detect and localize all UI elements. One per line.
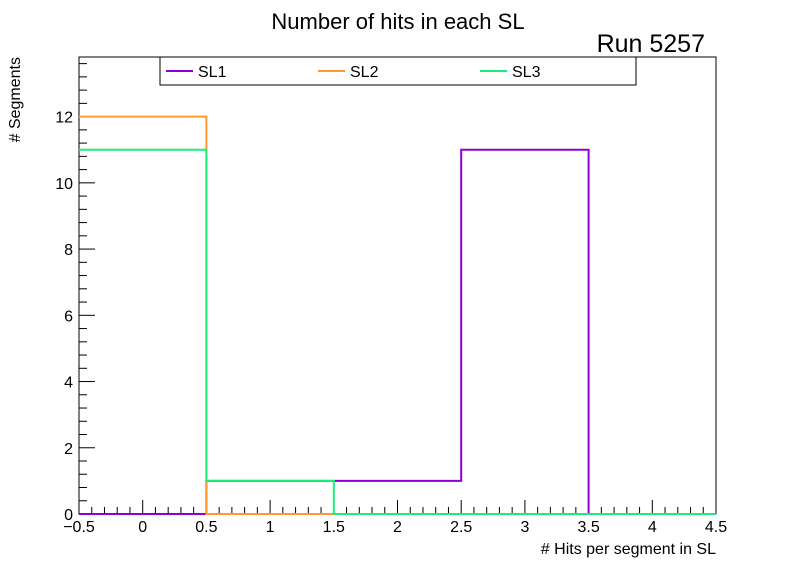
legend-label-sl2: SL2	[350, 64, 379, 81]
x-tick-label: 0.5	[195, 519, 217, 536]
legend-box	[159, 56, 637, 86]
y-tick-label: 4	[64, 375, 73, 392]
x-tick-label: 3	[520, 519, 529, 536]
series-sl2-line	[79, 115, 716, 515]
run-annotation: Run 5257	[597, 30, 705, 58]
series-sl1-line	[79, 148, 716, 515]
x-tick-label: 0	[138, 519, 147, 536]
y-axis-label: # Segments	[7, 57, 24, 142]
y-tick-label: 0	[64, 507, 73, 524]
y-tick-label: 6	[64, 308, 73, 325]
series-layer	[79, 115, 716, 515]
x-tick-label: 2.5	[450, 519, 472, 536]
x-tick-label: 4	[648, 519, 657, 536]
y-axis: 0 2 4 6 8 10 12	[55, 63, 95, 524]
legend-label-sl3: SL3	[512, 64, 541, 81]
x-tick-label: 1.5	[323, 519, 345, 536]
x-axis: −0.5 0 0.5 1 1.5 2 2.5 3 3.5 4 4.5	[63, 500, 727, 536]
x-tick-label: −0.5	[63, 519, 95, 536]
y-tick-label: 8	[64, 242, 73, 259]
legend-label-sl1: SL1	[198, 64, 227, 81]
chart-title: Number of hits in each SL	[271, 9, 524, 34]
x-tick-label: 2	[393, 519, 402, 536]
y-tick-label: 2	[64, 441, 73, 458]
x-tick-label: 3.5	[577, 519, 599, 536]
x-tick-label: 4.5	[705, 519, 727, 536]
plot-frame	[78, 56, 717, 515]
x-axis-label: # Hits per segment in SL	[541, 541, 716, 558]
legend: SL1 SL2 SL3	[159, 56, 637, 86]
y-tick-label: 10	[55, 176, 73, 193]
series-sl3-line	[79, 148, 716, 515]
x-tick-label: 1	[266, 519, 275, 536]
y-tick-label: 12	[55, 110, 73, 127]
legend-entries: SL1 SL2 SL3	[166, 64, 541, 81]
